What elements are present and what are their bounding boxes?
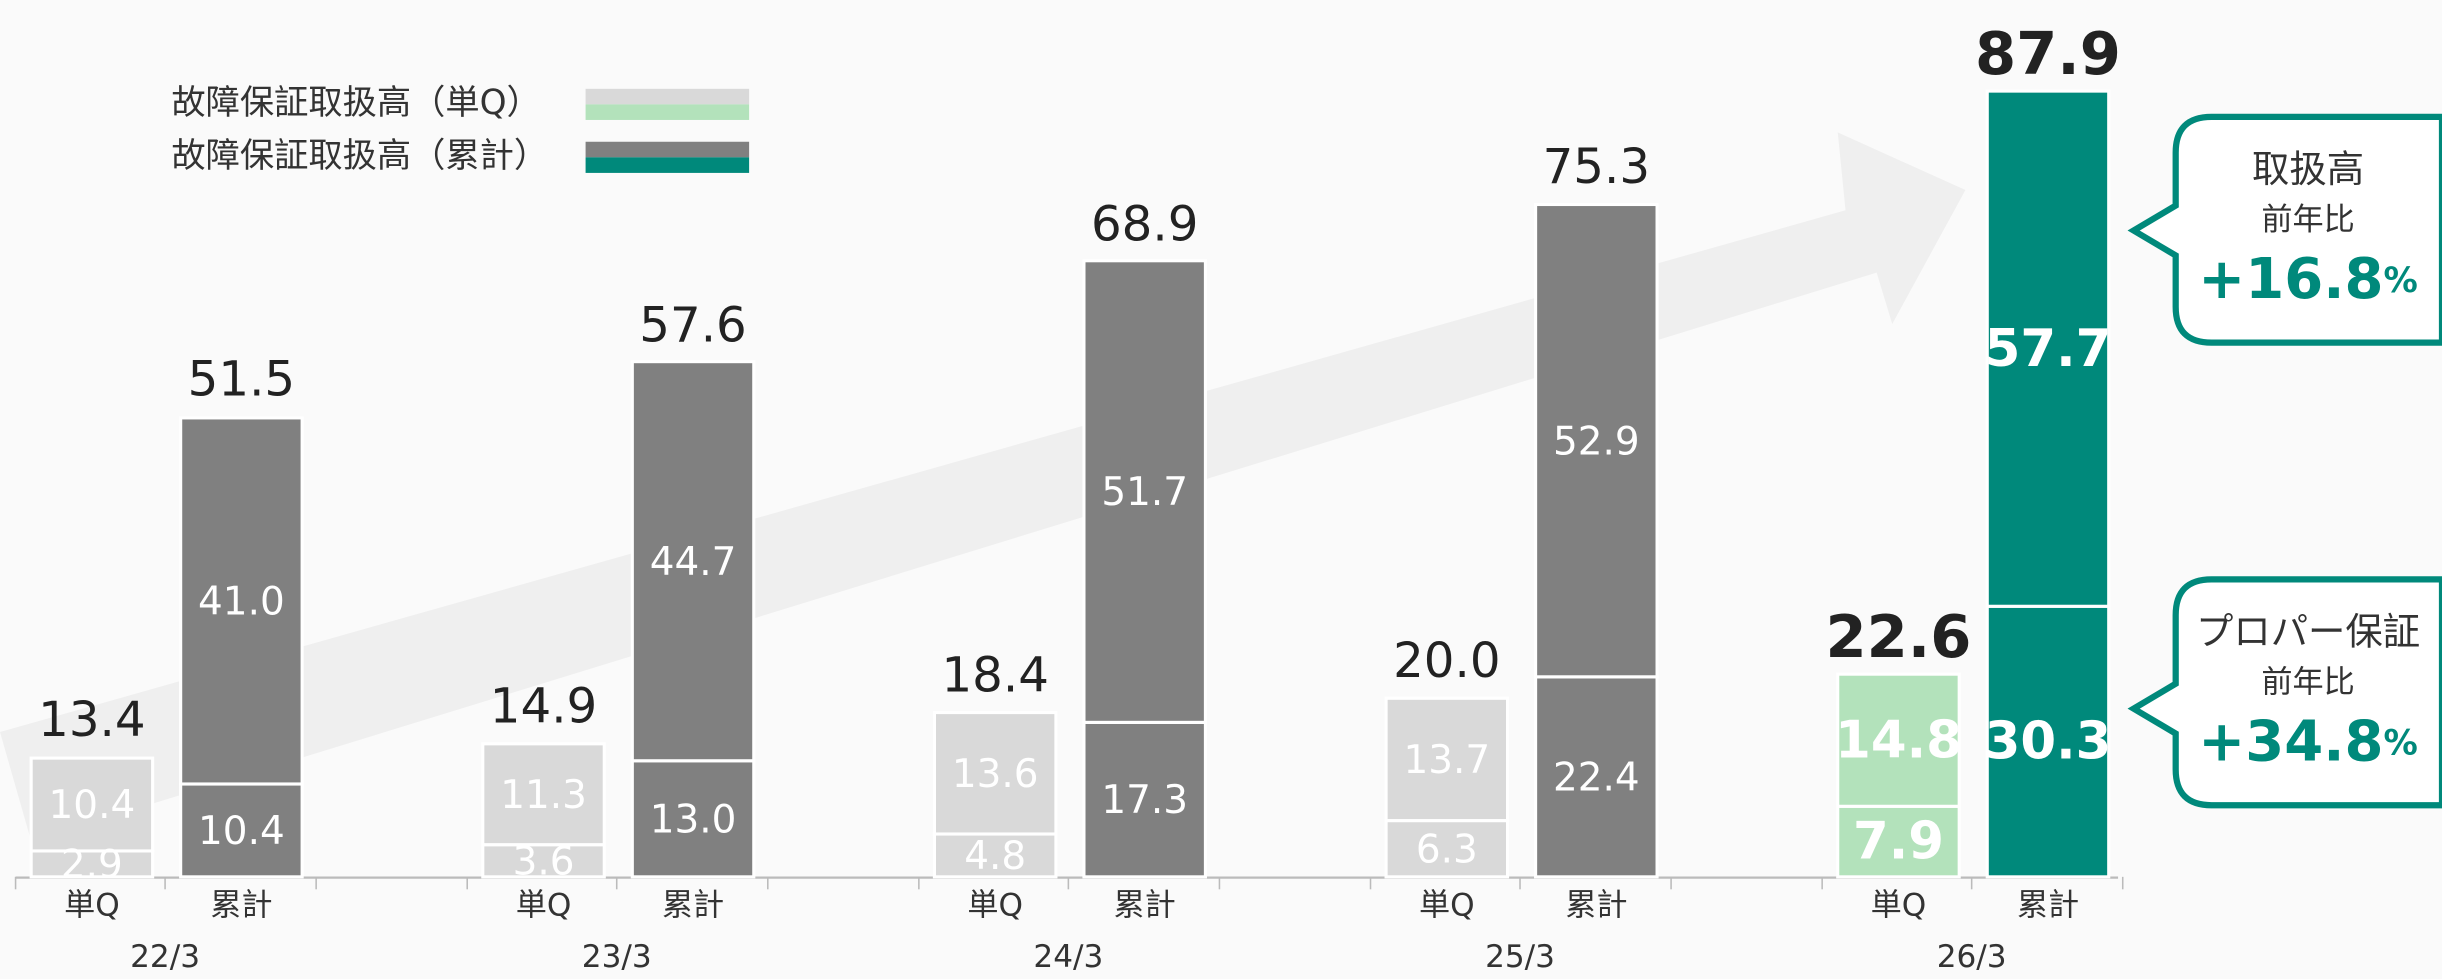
total-label: 20.0 [1393, 633, 1500, 689]
bar-segment [1384, 819, 1510, 879]
legend-swatch [585, 88, 750, 105]
total-label: 87.9 [1975, 19, 2121, 88]
legend-label: 故障保証取扱高（単Q） [171, 83, 540, 123]
callout-title: 取扱高 [2252, 147, 2364, 191]
segment-label: 17.3 [1101, 778, 1188, 823]
segment-label: 30.3 [1985, 712, 2112, 772]
bar-segment [1384, 696, 1510, 823]
callout-value: +34.8% [2198, 709, 2418, 774]
callout-box [2127, 113, 2442, 346]
bar-segment [1534, 202, 1659, 679]
segment-label: 51.7 [1101, 470, 1188, 515]
bar-segment [481, 742, 606, 847]
total-label: 13.4 [38, 692, 145, 748]
segment-label: 10.4 [198, 809, 285, 854]
total-label: 22.6 [1825, 602, 1971, 671]
segment-label: 44.7 [650, 540, 737, 585]
bar-segment [179, 782, 304, 879]
legend-swatch [585, 141, 750, 158]
total-label: 68.9 [1091, 196, 1198, 252]
x-tick-label: 累計 [210, 887, 272, 923]
group-label: 22/3 [130, 939, 200, 975]
group-label: 25/3 [1485, 939, 1555, 975]
legend-swatch [585, 157, 750, 173]
bar-segment [932, 710, 1058, 836]
segment-label: 13.0 [650, 797, 737, 842]
total-label: 57.6 [639, 297, 746, 353]
x-tick-label: 累計 [1565, 887, 1627, 923]
legend-label: 故障保証取扱高（累計） [171, 136, 548, 176]
x-tick-label: 単Q [1419, 887, 1475, 923]
total-label: 51.5 [188, 352, 295, 408]
trend-arrow [0, 132, 1966, 842]
segment-label: 6.3 [1416, 827, 1478, 872]
bar-segment [29, 756, 155, 853]
callout-title: プロパー保証 [2196, 609, 2420, 653]
x-tick-label: 単Q [967, 887, 1023, 923]
callout-unit: % [2384, 260, 2418, 300]
segment-label: 41.0 [198, 580, 285, 625]
segment-label: 3.6 [513, 839, 575, 884]
segment-label: 4.8 [964, 834, 1026, 879]
segment-label: 11.3 [500, 773, 587, 818]
callout-unit: % [2384, 723, 2418, 763]
bar-segment [1836, 672, 1961, 808]
callout-box [2127, 576, 2442, 809]
x-tick-label: 累計 [2017, 887, 2079, 923]
bar-segment [179, 416, 304, 786]
group-label: 23/3 [582, 939, 652, 975]
bar-segment [1082, 259, 1207, 724]
bar-segment [1082, 720, 1207, 879]
callout-sub: 前年比 [2261, 665, 2354, 701]
bar-segment [29, 849, 155, 879]
legend-swatch [585, 104, 750, 120]
group-label: 26/3 [1937, 939, 2007, 975]
x-tick-label: 単Q [64, 887, 120, 923]
group-label: 24/3 [1033, 939, 1103, 975]
callout-value: +16.8% [2198, 247, 2418, 312]
segment-label: 22.4 [1553, 755, 1640, 800]
bar-segment [1836, 804, 1961, 879]
x-tick-label: 累計 [1114, 887, 1176, 923]
x-tick-label: 単Q [1871, 887, 1927, 923]
total-label: 75.3 [1543, 139, 1650, 195]
segment-label: 7.9 [1853, 812, 1944, 872]
segment-label: 57.7 [1985, 319, 2112, 379]
x-tick-label: 単Q [516, 887, 572, 923]
segment-label: 2.9 [61, 843, 123, 888]
segment-label: 52.9 [1553, 419, 1640, 464]
total-label: 14.9 [490, 679, 597, 735]
segment-label: 14.8 [1835, 710, 1962, 770]
segment-label: 10.4 [49, 783, 136, 828]
callout-value: +16.8 [2198, 247, 2383, 312]
bar-segment [1985, 89, 2111, 608]
callout-value: +34.8 [2198, 709, 2383, 774]
callout-sub: 前年比 [2261, 202, 2354, 238]
total-label: 18.4 [941, 647, 1048, 703]
segment-label: 13.7 [1403, 738, 1490, 783]
x-tick-label: 累計 [662, 887, 724, 923]
bar-segment [630, 360, 756, 763]
segment-label: 13.6 [952, 752, 1039, 797]
